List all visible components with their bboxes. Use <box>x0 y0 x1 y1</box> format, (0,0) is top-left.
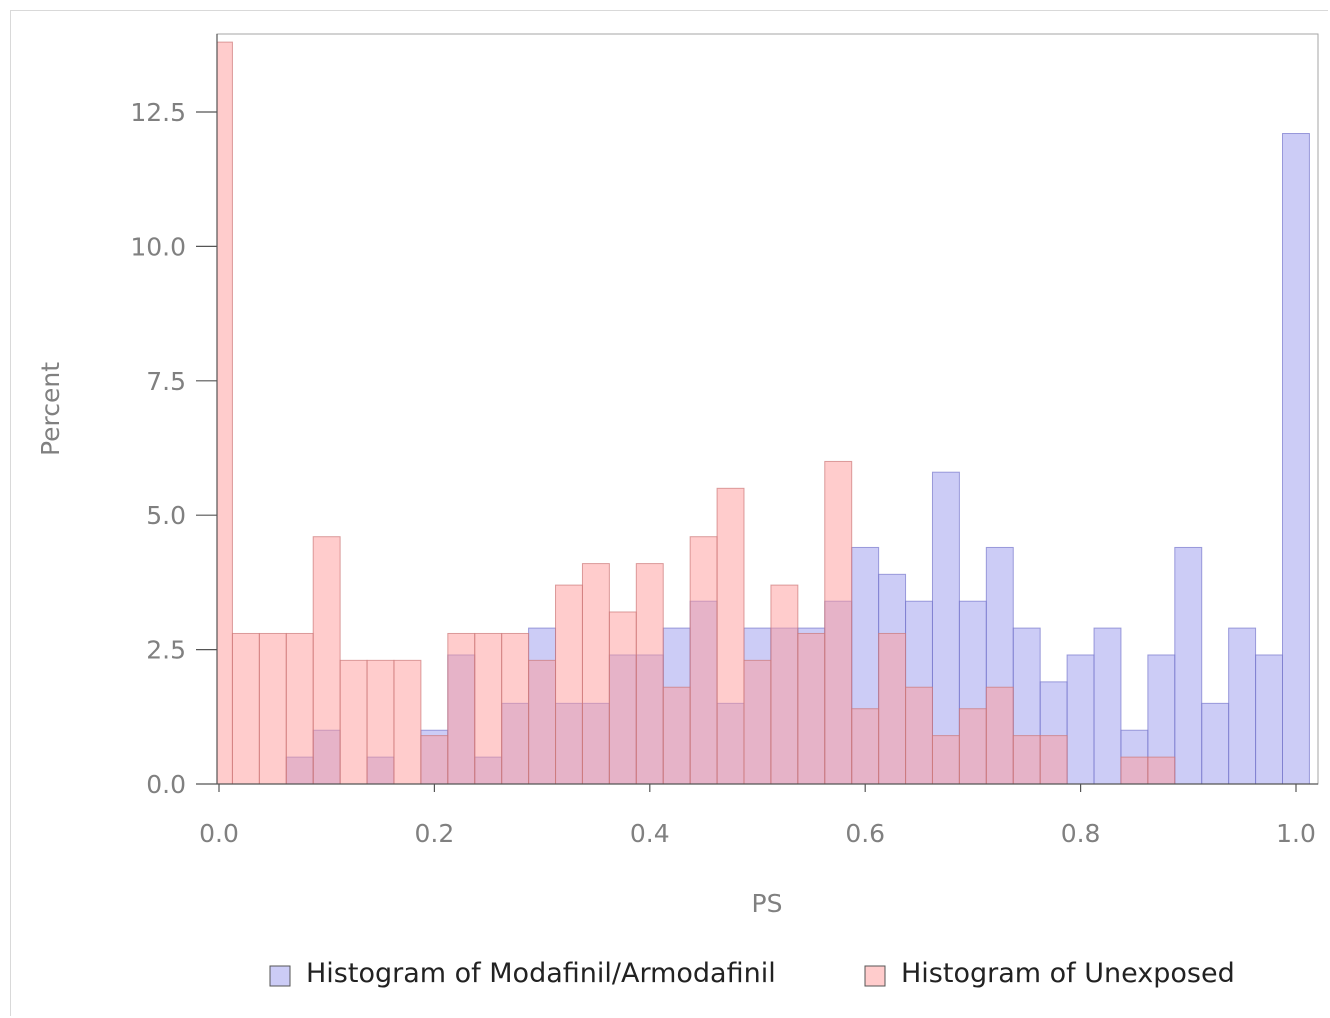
legend-swatch-unexposed <box>864 965 886 987</box>
y-axis-title: Percent <box>36 362 65 456</box>
legend-label-unexposed: Histogram of Unexposed <box>901 958 1235 989</box>
bar-modafinil <box>1066 654 1095 785</box>
bar-unexposed <box>1012 735 1041 785</box>
x-tick-label: 0.2 <box>415 819 455 848</box>
bar-unexposed <box>581 563 610 785</box>
x-tick-label: 0.4 <box>630 819 670 848</box>
bar-unexposed <box>285 632 314 785</box>
x-tick-label: 1.0 <box>1276 819 1316 848</box>
bar-unexposed <box>743 659 772 785</box>
bar-unexposed <box>231 632 260 785</box>
bar-unexposed <box>420 735 449 785</box>
bar-modafinil <box>1282 133 1310 785</box>
bar-unexposed <box>689 536 718 785</box>
bar-unexposed <box>528 659 557 785</box>
y-tick-label: 5.0 <box>146 501 186 530</box>
bar-unexposed <box>851 708 880 785</box>
bar-unexposed <box>635 563 664 785</box>
y-tick-label: 0.0 <box>146 770 186 799</box>
x-axis: 0.0 0.2 0.4 0.6 0.8 1.0 <box>199 784 1316 848</box>
chart-frame <box>10 10 1328 1016</box>
bar-unexposed <box>474 632 503 785</box>
x-axis-title: PS <box>752 889 783 918</box>
bar-unexposed <box>501 632 530 785</box>
bar-modafinil <box>931 471 960 785</box>
bar-modafinil <box>1201 702 1230 785</box>
bar-unexposed <box>662 686 691 785</box>
bar-unexposed <box>905 686 933 785</box>
x-tick-label: 0.0 <box>199 819 239 848</box>
bar-unexposed <box>447 632 476 785</box>
legend: Histogram of Modafinil/Armodafinil Histo… <box>269 958 1235 989</box>
bar-unexposed <box>216 41 233 785</box>
bar-unexposed <box>797 632 826 785</box>
bar-unexposed <box>878 632 907 785</box>
y-tick-label: 12.5 <box>130 98 186 127</box>
bar-modafinil <box>1174 546 1203 785</box>
bar-unexposed <box>1147 756 1176 785</box>
legend-label-modafinil: Histogram of Modafinil/Armodafinil <box>306 958 776 989</box>
bars-layer <box>216 41 1310 785</box>
bar-unexposed <box>958 708 987 785</box>
y-tick-label: 2.5 <box>146 636 186 665</box>
bar-modafinil <box>1228 627 1257 785</box>
bar-unexposed <box>258 632 287 785</box>
legend-swatch-modafinil <box>269 965 291 987</box>
bar-unexposed <box>339 659 368 785</box>
bar-unexposed <box>716 487 745 785</box>
bar-unexposed <box>555 584 583 785</box>
bar-unexposed <box>1039 735 1068 785</box>
bar-unexposed <box>1120 756 1149 785</box>
bar-unexposed <box>608 611 637 785</box>
bar-modafinil <box>1093 627 1122 785</box>
y-tick-label: 7.5 <box>146 367 186 396</box>
bar-unexposed <box>931 735 960 785</box>
y-tick-label: 10.0 <box>130 232 186 261</box>
bar-unexposed <box>366 659 395 785</box>
y-axis: 0.0 2.5 5.0 7.5 10.0 12.5 <box>130 98 217 799</box>
bar-unexposed <box>985 686 1014 785</box>
bar-unexposed <box>770 584 799 785</box>
x-tick-label: 0.8 <box>1061 819 1101 848</box>
bar-modafinil <box>1255 654 1283 785</box>
bar-unexposed <box>824 460 853 785</box>
bar-unexposed <box>393 659 422 785</box>
bar-unexposed <box>312 536 341 785</box>
x-tick-label: 0.6 <box>845 819 885 848</box>
